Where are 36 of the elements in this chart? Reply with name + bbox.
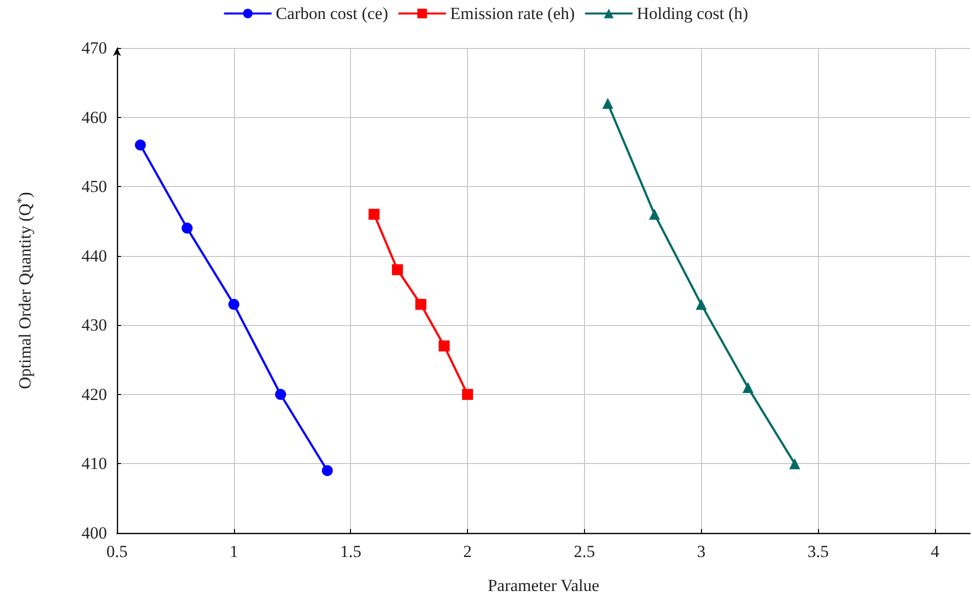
point [275, 388, 286, 400]
y-axis-title: Optimal Order Quantity (Q*) [14, 192, 34, 390]
x-tick-label: 1 [230, 542, 238, 561]
legend-label: Holding cost (h) [636, 4, 748, 23]
y-tick-label: 400 [82, 524, 107, 542]
legend-label: Emission rate (eh) [450, 4, 575, 23]
point [438, 340, 450, 352]
x-tick-label: 4 [930, 542, 940, 561]
y-tick-label: 450 [82, 177, 107, 196]
x-tick-label: 1.5 [340, 542, 362, 561]
point [696, 298, 707, 310]
x-tick-label: 2.5 [574, 542, 596, 561]
point [649, 208, 660, 220]
point [392, 264, 403, 276]
point [789, 458, 800, 470]
y-tick-label: 420 [82, 384, 107, 404]
point [182, 222, 193, 234]
point [322, 465, 333, 476]
y-tick-label: 470 [82, 38, 107, 58]
x-tick-label: 0.5 [106, 542, 128, 561]
point [134, 140, 146, 150]
y-tick-label: 410 [82, 454, 107, 474]
point [742, 382, 754, 393]
x-tick-label: 3.5 [807, 542, 829, 561]
legend-label: Carbon cost (ce) [276, 4, 388, 23]
point [415, 298, 426, 310]
y-tick-label: 430 [82, 316, 107, 335]
point [462, 388, 474, 400]
y-tick-label: 460 [82, 108, 107, 127]
x-tick-label: 3 [696, 542, 706, 561]
x-axis-title: Parameter Value [488, 576, 600, 595]
point [602, 98, 614, 109]
point [368, 208, 380, 220]
x-tick-label: 2 [463, 542, 472, 561]
point [228, 298, 240, 310]
y-tick-label: 440 [82, 246, 107, 266]
